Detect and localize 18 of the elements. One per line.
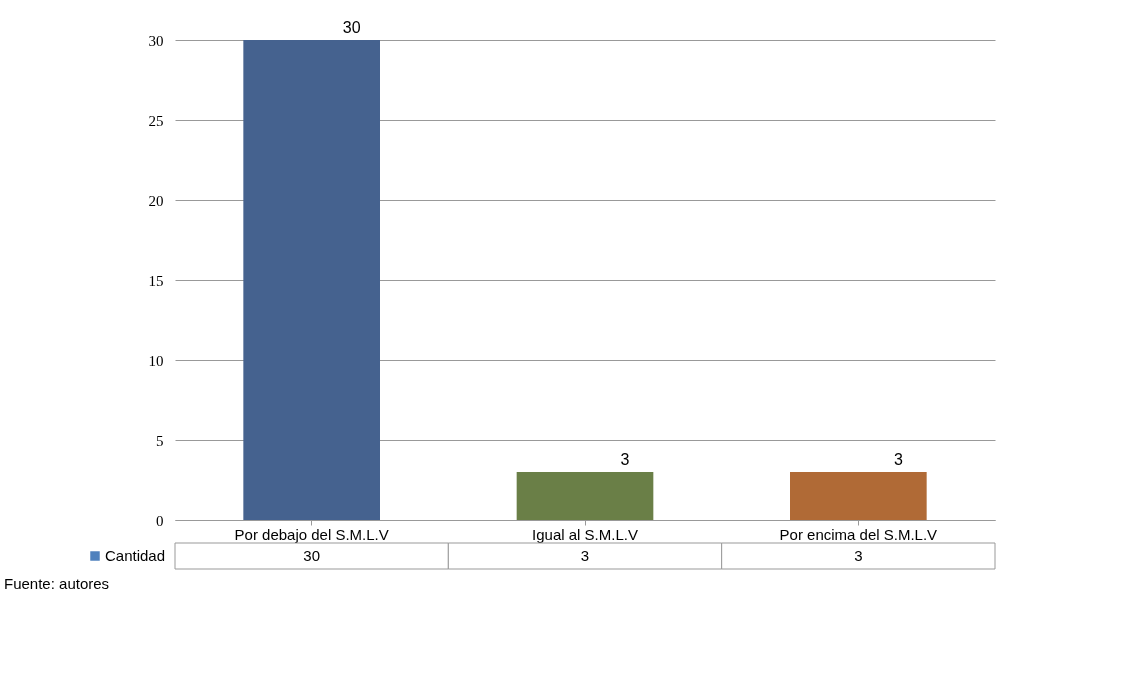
y-tick-label: 30 bbox=[148, 32, 164, 49]
annotation: 3 bbox=[893, 451, 903, 468]
source-note: Fuente: autores bbox=[4, 575, 111, 592]
x-tick-label: Igual al S.M.L.V bbox=[532, 525, 638, 543]
y-tick-label: 5 bbox=[156, 432, 164, 449]
annotation: 30 bbox=[342, 19, 361, 36]
annotation: 3 bbox=[620, 451, 630, 468]
y-tick-label: 15 bbox=[148, 272, 164, 289]
y-tick-label: 0 bbox=[156, 512, 164, 529]
text: Cantidad bbox=[105, 547, 166, 564]
data-label: 3 bbox=[854, 547, 863, 564]
data-label: 3 bbox=[580, 547, 590, 564]
y-tick-label: 20 bbox=[148, 192, 164, 209]
y-tick-label: 10 bbox=[148, 352, 164, 369]
y-tick-label: 25 bbox=[148, 112, 164, 129]
x-tick-label: Por encima del S.M.L.V bbox=[779, 525, 938, 543]
x-tick-label: Por debajo del S.M.L.V bbox=[234, 525, 389, 543]
data-label: 30 bbox=[303, 547, 321, 564]
